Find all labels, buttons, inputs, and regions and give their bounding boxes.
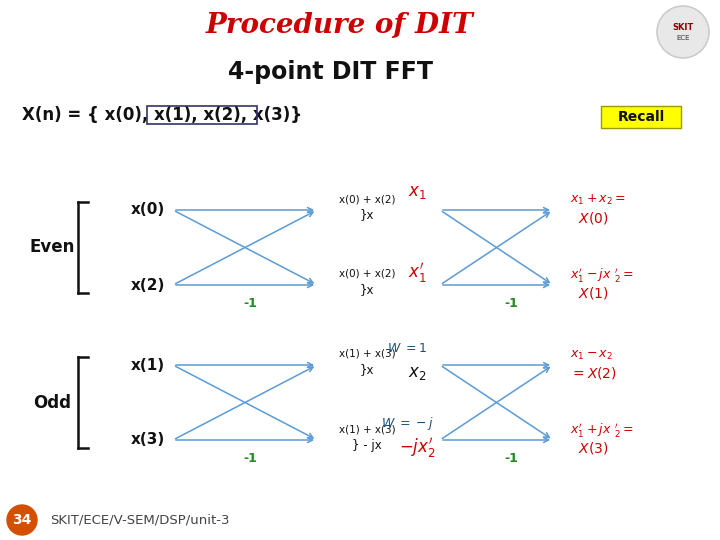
Text: $x_2$: $x_2$ [408,364,426,382]
Text: $X(1)$: $X(1)$ [578,285,608,301]
Text: } - jx: } - jx [352,438,382,451]
Text: 4-point DIT FFT: 4-point DIT FFT [228,60,433,84]
Text: -1: -1 [504,452,518,465]
Text: x(0) + x(2): x(0) + x(2) [338,194,395,204]
Text: Procedure of DIT: Procedure of DIT [206,11,474,38]
Text: }x: }x [360,208,374,221]
Circle shape [7,505,37,535]
Text: $W\ =1$: $W\ =1$ [387,342,427,355]
Text: Even: Even [30,239,75,256]
Text: -1: -1 [504,297,518,310]
Text: X(n) = { x(0), x(1), x(2), x(3)}: X(n) = { x(0), x(1), x(2), x(3)} [22,106,302,124]
Text: $x_1'-jx\ _2'=$: $x_1'-jx\ _2'=$ [570,266,634,284]
Text: }x: }x [360,363,374,376]
Text: $X(0)$: $X(0)$ [578,210,608,226]
Text: $x_1'+jx\ _2'=$: $x_1'+jx\ _2'=$ [570,421,634,439]
Text: x(3): x(3) [131,433,165,448]
FancyBboxPatch shape [601,106,681,128]
Text: $W\ =-j$: $W\ =-j$ [381,415,433,433]
Circle shape [657,6,709,58]
Text: x(0) + x(2): x(0) + x(2) [338,269,395,279]
Text: $=X(2)$: $=X(2)$ [570,365,617,381]
Text: x(2): x(2) [131,278,165,293]
Text: }x: }x [360,284,374,296]
Text: $X(3)$: $X(3)$ [578,440,608,456]
Text: Odd: Odd [33,394,71,411]
Text: SKIT: SKIT [672,24,693,32]
Text: x(1) + x(3): x(1) + x(3) [338,424,395,434]
Text: Recall: Recall [617,110,665,124]
Text: $x_1'$: $x_1'$ [408,261,426,285]
Text: x(1) + x(3): x(1) + x(3) [338,349,395,359]
Text: $x_1+x_2=$: $x_1+x_2=$ [570,193,626,207]
Text: x(0): x(0) [131,202,165,218]
Text: SKIT/ECE/V-SEM/DSP/unit-3: SKIT/ECE/V-SEM/DSP/unit-3 [50,514,230,526]
Text: -1: -1 [243,452,257,465]
Text: $x_1$: $x_1$ [408,183,426,201]
Text: x(1): x(1) [131,357,165,373]
Text: $x_1-x_2$: $x_1-x_2$ [570,348,613,362]
Text: ECE: ECE [676,35,690,41]
Text: 34: 34 [12,513,32,527]
Text: $-jx_2'$: $-jx_2'$ [399,436,436,460]
Text: -1: -1 [243,297,257,310]
